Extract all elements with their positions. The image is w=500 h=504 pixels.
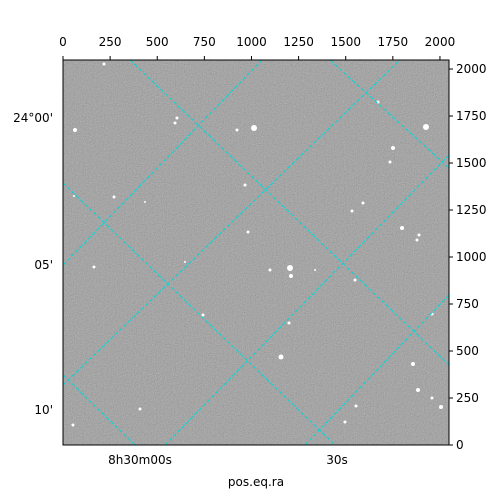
x-tick-label: 1250 — [283, 35, 314, 49]
y-tick-label: 250 — [456, 391, 479, 405]
x-tick-label: 750 — [193, 35, 216, 49]
grid-line — [63, 374, 136, 445]
y-tick-label: 500 — [456, 344, 479, 358]
y-tick-label: 1750 — [456, 109, 487, 123]
y-tick-label: 1500 — [456, 156, 487, 170]
y-tick-label: 750 — [456, 297, 479, 311]
x-tick-label: 250 — [99, 35, 122, 49]
x-axis-label: pos.eq.ra — [228, 475, 284, 489]
y-tick-label: 1250 — [456, 203, 487, 217]
x-tick-label: 1000 — [236, 35, 267, 49]
x-tick-label: 2000 — [425, 35, 456, 49]
dec-tick-label: 24°00' — [13, 111, 53, 125]
image-noise — [63, 60, 449, 445]
x-tick-label: 0 — [59, 35, 67, 49]
ra-tick-label: 30s — [326, 453, 348, 467]
x-tick-label: 1500 — [330, 35, 361, 49]
grid-line — [164, 154, 449, 445]
axes-frame — [62, 59, 450, 446]
y-tick-label: 2000 — [456, 62, 487, 76]
grid-line — [63, 60, 401, 386]
y-tick-label: 0 — [456, 438, 464, 452]
stars — [71, 62, 443, 427]
dec-tick-label: 10' — [34, 403, 53, 417]
grid-line — [63, 182, 336, 445]
grid-line — [129, 60, 449, 366]
dec-tick-label: 05' — [34, 258, 53, 272]
y-tick-label: 1000 — [456, 250, 487, 264]
ra-tick-label: 8h30m00s — [108, 453, 172, 467]
x-tick-label: 1750 — [378, 35, 409, 49]
grid-line — [329, 60, 449, 169]
x-tick-label: 500 — [146, 35, 169, 49]
grid-line — [304, 294, 449, 445]
world-grid — [63, 60, 449, 445]
